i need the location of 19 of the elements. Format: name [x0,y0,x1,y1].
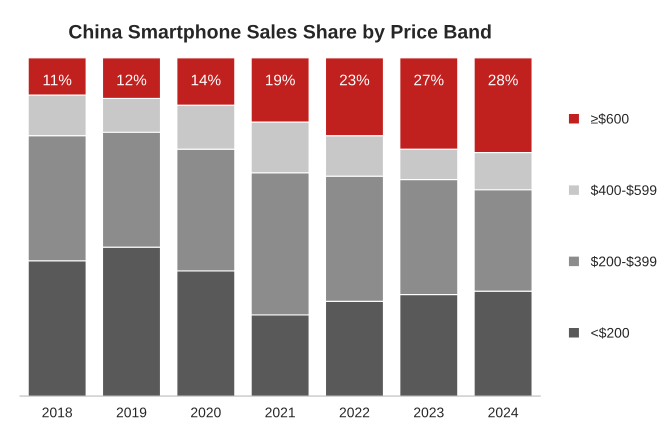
x-tick-label: 2023 [414,408,444,418]
chart-title: China Smartphone Sales Share by Price Band [69,24,491,42]
legend-label: $400-$599 [590,184,656,196]
data-label: 23% [340,74,370,86]
data-label: 12% [117,74,146,86]
x-tick-label: 2020 [191,408,221,418]
data-label: 11% [44,74,72,86]
x-tick-label: 2018 [42,408,72,418]
data-label: 14% [192,74,221,86]
x-tick-label: 2021 [265,408,295,418]
data-label: 19% [266,74,295,86]
x-tick-label: 2024 [488,408,518,418]
x-tick-label: 2019 [116,408,146,418]
data-label: 27% [414,74,444,86]
legend-label: $200-$399 [590,256,656,268]
x-tick-label: 2022 [340,408,370,418]
legend-label: <$200 [591,327,630,339]
data-label: 28% [488,74,518,86]
legend-label: ≥$600 [591,113,629,125]
